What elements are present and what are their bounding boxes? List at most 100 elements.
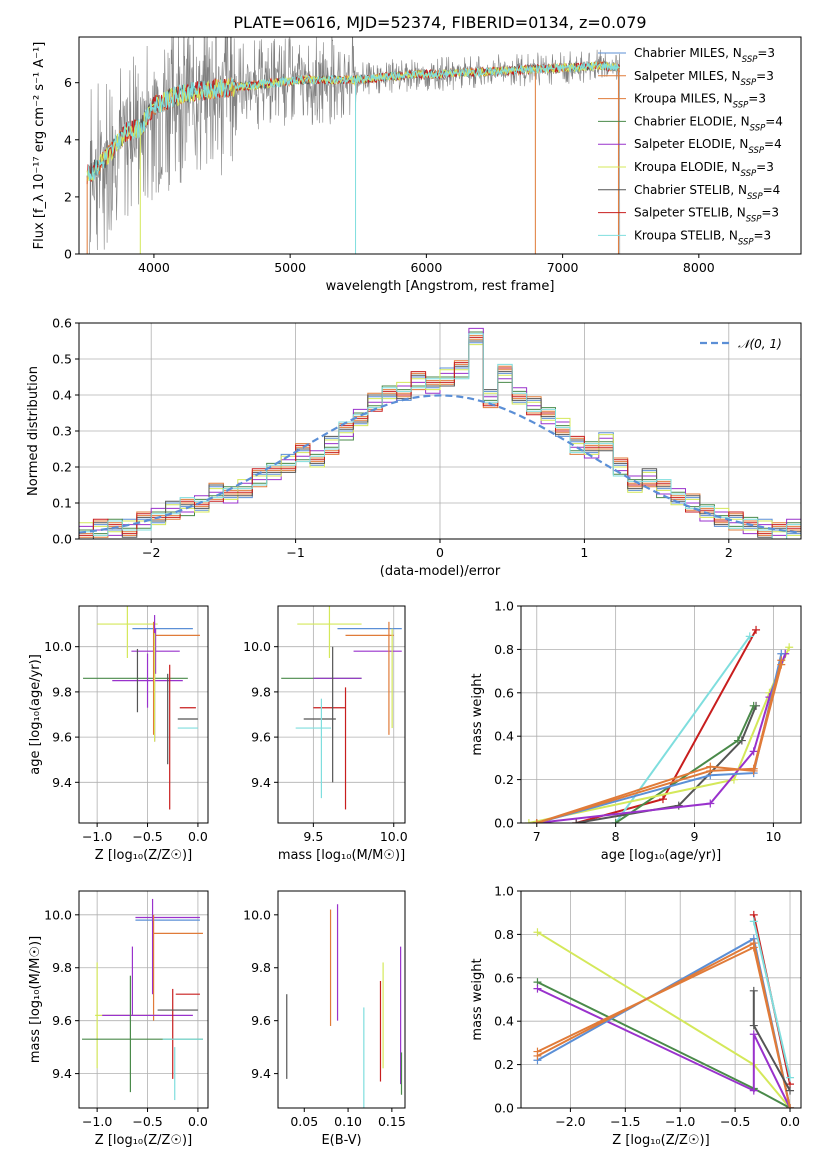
x-tick-label: −0.5 — [132, 829, 162, 844]
figure-title: PLATE=0616, MJD=52374, FIBERID=0134, z=0… — [233, 13, 646, 32]
series-line — [536, 664, 783, 823]
x-tick-label: 0 — [436, 545, 444, 560]
y-tick-label: 10.0 — [243, 907, 271, 922]
y-axis-label: mass weight — [470, 958, 485, 1040]
legend-label: Kroupa ELODIE, NSSP=3 — [634, 160, 774, 179]
x-tick-label: 10 — [765, 829, 781, 844]
model-spectrum-line — [87, 60, 620, 181]
legend-label: Kroupa MILES, NSSP=3 — [634, 92, 766, 111]
y-axis-label: age [log₁₀(age/yr)] — [28, 654, 43, 775]
mass-vs-metallicity-panel: −1.0 −0.5 0.0 9.4 9.6 9.8 10.0 Z [log₁₀(Z/Z☉)] m… — [28, 890, 209, 1148]
x-tick-label: 5000 — [274, 260, 306, 275]
y-tick-label: 10.0 — [44, 639, 72, 654]
x-tick-label: −1.5 — [610, 1114, 640, 1129]
x-tick-label: 10.0 — [380, 829, 408, 844]
legend-label: Salpeter MILES, NSSP=3 — [634, 69, 774, 88]
legend-label: Salpeter STELIB, NSSP=3 — [634, 206, 779, 225]
y-tick-label: 9.6 — [52, 1013, 72, 1028]
series-marker — [749, 1086, 758, 1095]
y-tick-label: 0.6 — [494, 970, 514, 985]
y-tick-label: 9.6 — [52, 730, 72, 745]
y-tick-label: 2 — [64, 189, 72, 204]
axes-frame — [78, 322, 802, 540]
y-tick-label: 4 — [64, 132, 72, 147]
series-marker — [749, 747, 758, 756]
x-tick-label: 9.5 — [303, 829, 323, 844]
series-marker — [752, 625, 761, 634]
y-tick-label: 1.0 — [494, 599, 514, 614]
y-tick-label: 1.0 — [494, 884, 514, 899]
plot-area — [281, 606, 402, 810]
series-line — [536, 653, 783, 823]
legend-label: Chabrier MILES, NSSP=3 — [634, 46, 775, 65]
series-marker — [786, 1104, 795, 1108]
y-tick-label: 9.4 — [251, 775, 271, 790]
x-tick-label: 6000 — [410, 260, 442, 275]
series-marker — [749, 1030, 758, 1039]
series-marker — [749, 943, 758, 952]
x-tick-label: −1 — [286, 545, 304, 560]
y-axis-label: Normed distribution — [26, 366, 41, 496]
series-line — [537, 945, 791, 1108]
x-tick-label: 4000 — [138, 260, 170, 275]
x-tick-label: −2 — [142, 545, 160, 560]
spectrum-panel: 4000 5000 6000 7000 8000 0 2 4 6 wavelength [Angs… — [32, 36, 802, 294]
x-axis-label: mass [log₁₀(M/M☉)] — [278, 848, 405, 863]
x-axis-label: (data-model)/error — [380, 564, 501, 579]
y-tick-label: 0.4 — [52, 388, 72, 403]
data-point-errorbar — [97, 606, 158, 658]
plot-area — [85, 37, 621, 254]
y-tick-label: 0.0 — [494, 816, 514, 831]
x-tick-label: 7000 — [547, 260, 579, 275]
series-marker — [786, 1086, 795, 1095]
x-tick-label: 2 — [725, 545, 733, 560]
y-tick-label: 0.6 — [494, 685, 514, 700]
axes-frame — [78, 890, 209, 1109]
x-tick-label: 0.0 — [780, 1114, 800, 1129]
legend-label: 𝒩(0, 1) — [738, 337, 782, 351]
x-axis-label: E(B-V) — [321, 1133, 361, 1148]
series-marker — [749, 917, 758, 926]
series-marker — [533, 1047, 542, 1056]
y-tick-label: 9.8 — [251, 684, 271, 699]
x-tick-label: −2.0 — [555, 1114, 585, 1129]
y-tick-label: 9.8 — [52, 684, 72, 699]
series-marker — [706, 799, 715, 808]
legend-label: Chabrier ELODIE, NSSP=4 — [634, 114, 783, 133]
x-tick-label: 1 — [580, 545, 588, 560]
series-line — [752, 921, 791, 1078]
observed-spectrum-line — [85, 37, 621, 254]
series-line — [536, 931, 791, 1108]
y-tick-label: 0.1 — [52, 496, 72, 511]
y-tick-label: 0.6 — [52, 316, 72, 331]
x-tick-label: 0.0 — [188, 829, 208, 844]
y-tick-label: 10.0 — [44, 907, 72, 922]
y-tick-label: 9.4 — [52, 775, 72, 790]
data-point-errorbar — [131, 628, 180, 674]
x-tick-label: 0.0 — [188, 1114, 208, 1129]
legend-label: Salpeter ELODIE, NSSP=4 — [634, 137, 782, 156]
mass-vs-extinction-panel: 0.05 0.10 0.15 9.4 9.6 9.8 10.0 E(B-V) — [243, 890, 406, 1148]
series-line — [528, 646, 791, 823]
series-marker — [658, 795, 667, 804]
y-tick-label: 0.4 — [494, 729, 514, 744]
plot-area — [524, 625, 794, 823]
series-marker — [533, 928, 542, 937]
series-line — [536, 653, 787, 823]
series-line — [752, 990, 791, 1092]
gaussian-curve — [79, 394, 801, 534]
series-line — [537, 987, 791, 1108]
plot-area — [286, 904, 403, 1108]
data-point-errorbar — [297, 606, 362, 658]
age-vs-mass-panel: 9.5 10.0 9.4 9.6 9.8 10.0 mass [log₁₀(M/M☉)] — [243, 605, 408, 863]
series-marker — [785, 643, 794, 652]
axes-frame — [78, 605, 209, 824]
x-tick-label: −0.5 — [132, 1114, 162, 1129]
data-point-errorbar — [112, 653, 183, 708]
y-axis-label: mass weight — [470, 673, 485, 755]
y-tick-label: 9.8 — [52, 960, 72, 975]
x-tick-label: 0.10 — [334, 1114, 362, 1129]
x-tick-label: −1.0 — [82, 829, 112, 844]
series-marker — [572, 819, 581, 823]
